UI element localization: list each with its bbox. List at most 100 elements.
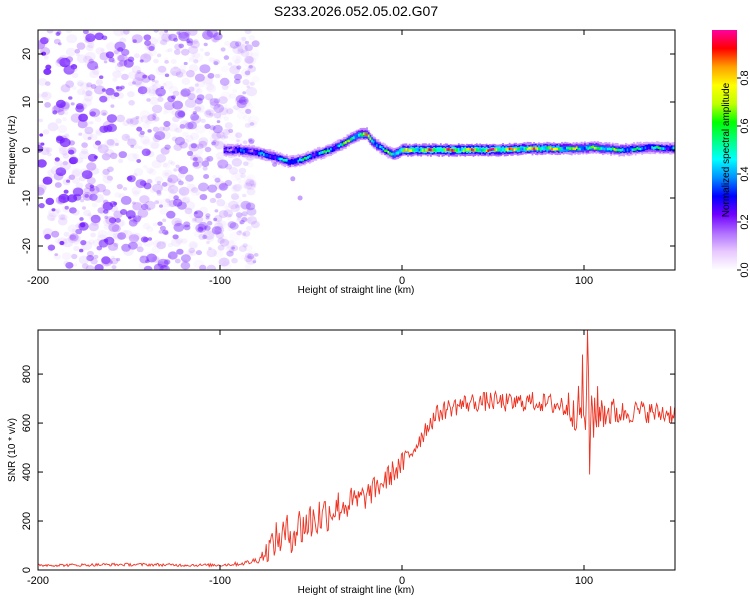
noise-blob — [219, 182, 229, 191]
ridge-segment — [564, 146, 567, 150]
noise-blob — [192, 160, 203, 169]
ridge-segment — [418, 148, 421, 152]
ridge-segment — [439, 148, 442, 152]
noise-blob — [240, 96, 246, 101]
noise-blob — [131, 186, 142, 195]
noise-blob — [134, 71, 146, 81]
noise-blob — [168, 199, 178, 208]
noise-blob — [78, 150, 90, 160]
noise-blob — [103, 224, 111, 230]
ridge-segment — [585, 146, 588, 149]
ridge-segment — [593, 146, 596, 150]
noise-blob — [170, 59, 177, 64]
noise-blob — [180, 105, 189, 112]
noise-blob — [112, 77, 118, 82]
noise-blob — [117, 219, 126, 227]
noise-blob — [245, 217, 253, 224]
noise-blob — [83, 94, 93, 102]
noise-blob — [47, 152, 52, 157]
noise-blob — [147, 237, 152, 241]
noise-blob — [108, 222, 120, 232]
noise-blob — [214, 73, 221, 79]
ridge-segment — [605, 147, 608, 150]
noise-blob — [209, 112, 214, 117]
noise-blob — [148, 89, 158, 97]
noise-blob — [241, 211, 248, 217]
noise-blob — [70, 102, 75, 106]
noise-blob — [108, 57, 115, 63]
ridge-segment — [485, 146, 488, 152]
noise-blob — [193, 230, 203, 238]
noise-blob — [216, 73, 223, 78]
noise-blob — [192, 53, 204, 63]
noise-blob — [178, 30, 189, 39]
noise-blob — [249, 179, 257, 186]
ridge-segment — [318, 152, 321, 155]
ridge-segment — [392, 152, 395, 156]
snr-y-tick-label: 0 — [21, 567, 33, 573]
ridge-segment — [647, 146, 650, 149]
noise-blob — [244, 160, 250, 166]
ridge-segment — [620, 149, 622, 152]
noise-blob — [160, 147, 170, 155]
noise-blob — [102, 112, 107, 116]
noise-blob — [186, 40, 194, 47]
noise-blob — [226, 245, 232, 250]
noise-blob — [194, 83, 199, 87]
noise-blob — [220, 134, 226, 140]
noise-blob — [241, 234, 247, 239]
noise-blob — [239, 220, 245, 225]
ridge-segment — [295, 158, 298, 162]
noise-blob — [241, 217, 248, 223]
noise-blob — [62, 117, 67, 122]
noise-blob — [202, 75, 214, 85]
noise-blob — [63, 189, 69, 194]
noise-blob — [243, 176, 254, 185]
ridge-segment — [343, 141, 345, 145]
noise-blob — [251, 40, 260, 48]
noise-blob — [97, 229, 108, 239]
ridge-segment — [235, 149, 237, 152]
noise-blob — [57, 198, 64, 204]
noise-blob — [128, 241, 138, 250]
ridge-segment — [489, 148, 491, 152]
noise-blob — [163, 101, 175, 111]
noise-blob — [164, 30, 168, 33]
noise-blob — [89, 184, 95, 189]
ridge-segment — [281, 157, 283, 161]
noise-blob — [145, 259, 150, 264]
ridge-segment — [500, 148, 503, 152]
noise-blob — [100, 109, 108, 116]
ridge-segment — [587, 147, 590, 150]
noise-blob — [229, 231, 241, 242]
noise-blob — [118, 193, 126, 200]
spectrogram-x-tick-label: -200 — [27, 275, 49, 287]
noise-blob — [110, 104, 115, 108]
ridge-segment — [282, 158, 285, 162]
noise-blob — [162, 241, 167, 245]
noise-blob — [190, 113, 200, 121]
noise-blob — [71, 72, 79, 79]
noise-blob — [149, 96, 159, 105]
noise-blob — [89, 30, 96, 37]
ridge-segment — [566, 146, 568, 150]
noise-blob — [206, 155, 214, 162]
noise-blob — [238, 105, 249, 114]
noise-blob — [146, 167, 154, 174]
noise-blob — [72, 177, 80, 184]
ridge-segment — [361, 133, 363, 137]
noise-blob — [45, 81, 51, 86]
noise-blob — [235, 94, 246, 104]
noise-blob — [84, 51, 96, 62]
noise-blob — [228, 214, 232, 218]
noise-blob — [188, 86, 195, 92]
noise-blob — [42, 129, 50, 135]
noise-blob — [156, 35, 168, 45]
noise-blob — [101, 88, 106, 92]
noise-blob — [117, 232, 127, 240]
noise-blob — [59, 240, 65, 246]
noise-blob — [159, 204, 163, 208]
ridge-segment — [341, 143, 344, 146]
noise-blob — [248, 138, 253, 142]
noise-blob — [86, 250, 94, 257]
